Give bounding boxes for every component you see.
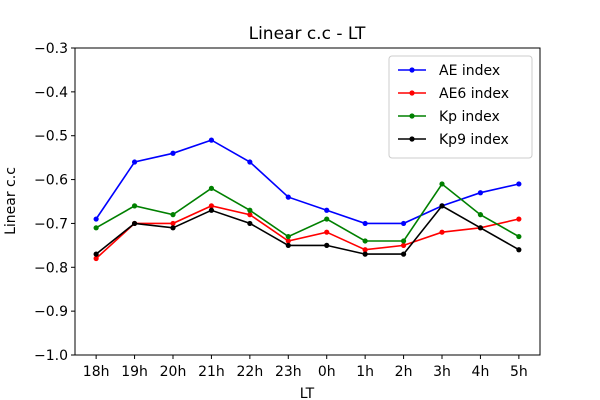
y-axis-title: Linear c.c: [3, 167, 19, 235]
data-point-kp-index: [477, 212, 484, 218]
data-point-ae-index: [477, 190, 484, 196]
x-tick-label: 23h: [275, 364, 302, 380]
x-tick-label: 18h: [83, 364, 110, 380]
legend-item-kp9-index: Kp9 index: [398, 132, 509, 148]
data-point-kp9-index: [170, 225, 176, 231]
data-point-kp-index: [362, 238, 368, 244]
data-point-kp-index: [516, 233, 522, 240]
x-tick-label: 22h: [237, 364, 264, 380]
x-tick-label: 3h: [433, 364, 451, 380]
y-tick-label: −0.4: [34, 85, 68, 101]
data-point-kp-index: [439, 181, 445, 187]
data-point-ae-index: [208, 137, 215, 143]
plot-frame: [74, 47, 541, 356]
legend-label: AE index: [439, 63, 500, 79]
y-tick-label: −0.6: [34, 173, 68, 189]
legend-label: Kp index: [439, 109, 500, 125]
data-point-ae6-index: [247, 212, 253, 218]
data-point-kp9-index: [93, 251, 99, 257]
data-point-kp9-index: [439, 203, 445, 209]
data-point-kp-index: [93, 225, 99, 231]
series-kp-index: [93, 181, 522, 244]
legend-item-ae-index: AE index: [398, 63, 500, 79]
chart-title: Linear c.c - LT: [249, 24, 366, 44]
data-point-kp-index: [285, 233, 291, 240]
data-point-ae6-index: [93, 255, 99, 262]
series-kp9-index: [93, 203, 522, 257]
data-point-ae-index: [324, 207, 330, 213]
data-point-kp-index: [324, 216, 330, 222]
y-tick-label: −0.5: [34, 129, 68, 145]
data-point-kp9-index: [477, 225, 484, 231]
data-point-kp-index: [170, 212, 176, 218]
legend: AE index AE6 index Kp index Kp9 index: [388, 55, 533, 159]
data-point-kp9-index: [247, 220, 253, 227]
x-tick-label: 4h: [472, 364, 490, 380]
data-point-ae-index: [516, 181, 522, 187]
data-point-kp-index: [131, 203, 138, 209]
x-tick-label: 19h: [121, 364, 148, 380]
data-point-ae-index: [93, 216, 99, 222]
data-point-kp-index: [400, 238, 407, 244]
x-tick-label: 0h: [318, 364, 336, 380]
data-point-ae-index: [247, 159, 253, 165]
series-line-kp9-index: [95, 204, 520, 255]
data-point-kp9-index: [131, 220, 138, 227]
legend-swatch-marker: [409, 136, 415, 142]
x-axis-title: LT: [300, 386, 315, 400]
series-ae-index: [93, 137, 522, 227]
data-point-ae-index: [362, 220, 368, 227]
x-tick-label: 2h: [395, 364, 413, 380]
x-tick-label: 1h: [356, 364, 374, 380]
data-point-ae6-index: [362, 247, 368, 253]
data-point-kp9-index: [324, 242, 330, 248]
data-point-kp9-index: [516, 247, 522, 253]
legend-label: Kp9 index: [439, 132, 509, 148]
data-point-kp9-index: [208, 207, 215, 213]
data-point-kp9-index: [362, 251, 368, 257]
series-line-ae6-index: [95, 205, 520, 260]
x-tick-label: 5h: [510, 364, 528, 380]
y-tick-label: −1.0: [34, 348, 68, 364]
data-point-ae6-index: [208, 203, 215, 209]
data-point-kp9-index: [285, 242, 291, 248]
legend-item-kp-index: Kp index: [398, 109, 500, 125]
y-tick-label: −0.7: [34, 216, 68, 232]
legend-box: [388, 55, 533, 159]
legend-swatch-marker: [409, 113, 415, 119]
x-tick-label: 21h: [198, 364, 225, 380]
data-point-kp9-index: [400, 251, 407, 257]
data-point-ae-index: [170, 150, 176, 156]
data-point-kp-index: [247, 207, 253, 213]
y-tick-label: −0.9: [34, 304, 68, 320]
x-tick-label: 20h: [160, 364, 187, 380]
data-point-ae6-index: [516, 216, 522, 222]
data-point-ae-index: [285, 194, 291, 200]
legend-swatch-marker: [409, 67, 415, 73]
y-tick-label: −0.3: [34, 41, 68, 57]
data-point-ae-index: [131, 159, 138, 165]
legend-label: AE6 index: [439, 86, 509, 102]
series-line-kp-index: [95, 182, 520, 242]
plot-area: −1.0 −0.9 −0.8 −0.7 −0.6 −0.5 −0.4 −0.3 18h 19h 20…: [34, 41, 541, 380]
data-point-ae6-index: [285, 238, 291, 244]
legend-swatch-marker: [409, 90, 415, 96]
y-tick-label: −0.8: [34, 260, 68, 276]
data-point-ae-index: [400, 220, 407, 227]
data-point-ae6-index: [400, 242, 407, 248]
data-point-ae6-index: [439, 229, 445, 235]
series-line-ae-index: [95, 139, 520, 225]
data-point-ae6-index: [170, 220, 176, 227]
data-point-kp-index: [208, 185, 215, 191]
data-point-ae6-index: [324, 229, 330, 235]
legend-item-ae6-index: AE6 index: [398, 86, 509, 102]
